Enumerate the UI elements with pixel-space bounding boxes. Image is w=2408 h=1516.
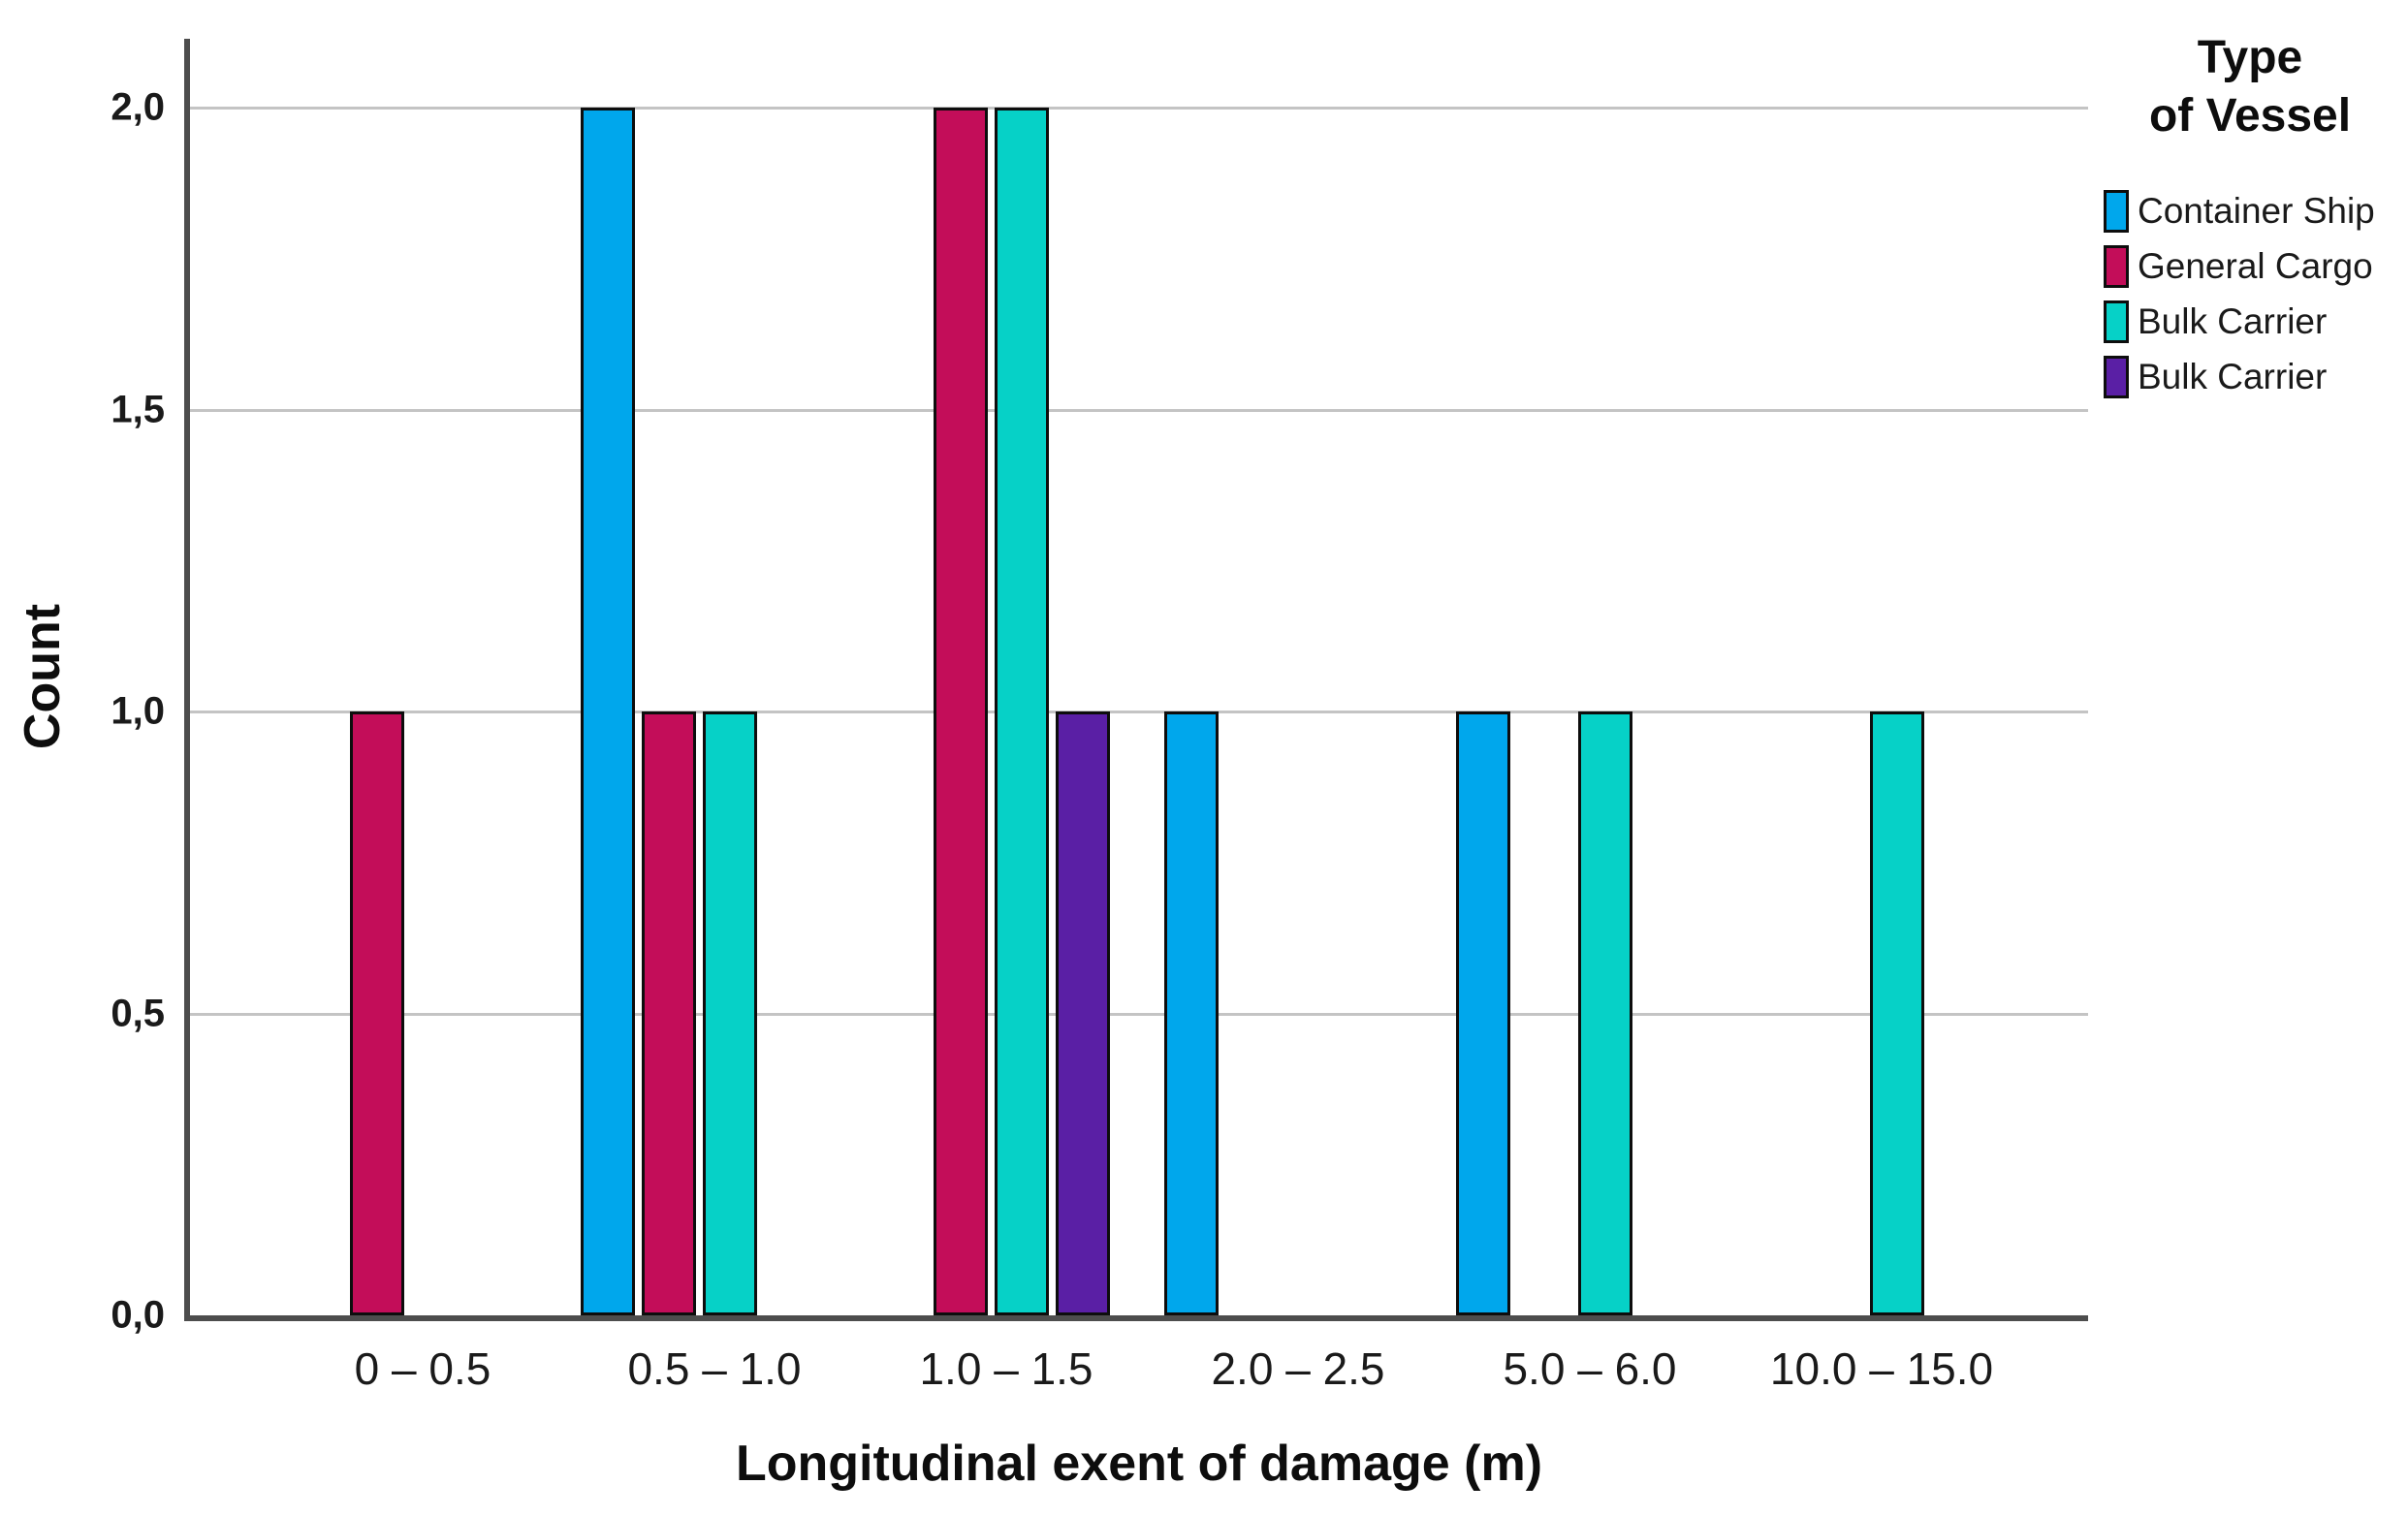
legend-title-line2: of Vessel — [2148, 90, 2352, 142]
gridline — [190, 408, 2088, 412]
legend-label: General Cargo — [2138, 246, 2373, 286]
y-axis-title: Count — [15, 603, 71, 750]
x-tick-label: 5.0 – 6.0 — [1503, 1343, 1677, 1394]
legend-swatch — [2104, 300, 2129, 343]
bar-bulk-carrier-1 — [702, 711, 757, 1315]
legend-label: Bulk Carrier — [2138, 301, 2328, 341]
bar-container-ship-1 — [580, 108, 635, 1315]
x-axis-line — [184, 1315, 2088, 1321]
x-axis-title: Longitudinal exent of damage (m) — [735, 1436, 1543, 1492]
x-tick-label: 10.0 – 15.0 — [1769, 1343, 1994, 1394]
legend-title: Type of Vessel — [2092, 29, 2408, 145]
bar-container-ship-3 — [1163, 711, 1219, 1315]
legend-entries: Container Ship General Cargo Bulk Carrier B… — [2104, 190, 2375, 411]
bar-general-cargo-2 — [933, 108, 988, 1315]
bar-bulk-carrier-4 — [1577, 711, 1632, 1315]
y-tick-label: 1,0 — [111, 689, 165, 733]
legend-entry: General Cargo — [2104, 245, 2375, 288]
bar-general-cargo-0 — [349, 711, 404, 1315]
y-tick-label: 2,0 — [111, 85, 165, 129]
bar-container-ship-4 — [1455, 711, 1510, 1315]
legend-entry: Container Ship — [2104, 190, 2375, 233]
y-tick-label: 0,5 — [111, 992, 165, 1034]
bar-general-cargo-1 — [641, 711, 696, 1315]
legend-swatch — [2104, 356, 2129, 398]
bar-bulk-carrier-5 — [1869, 711, 1924, 1315]
legend-title-line1: Type — [2197, 32, 2303, 83]
legend-label: Container Ship — [2138, 191, 2375, 231]
legend-swatch — [2104, 190, 2129, 233]
legend-entry: Bulk Carrier — [2104, 356, 2375, 398]
y-tick-label: 0,0 — [111, 1293, 165, 1337]
y-axis-line — [184, 39, 190, 1321]
gridline — [190, 107, 2088, 110]
gridline — [190, 1012, 2088, 1016]
x-tick-label: 0 – 0.5 — [354, 1343, 491, 1394]
x-tick-label: 2.0 – 2.5 — [1211, 1343, 1385, 1394]
legend-label: Bulk Carrier — [2138, 357, 2328, 396]
bar-bulk-carrier-2 — [994, 108, 1049, 1315]
x-tick-label: 0.5 – 1.0 — [627, 1343, 802, 1394]
legend-swatch — [2104, 245, 2129, 288]
gridline — [190, 711, 2088, 713]
legend-entry: Bulk Carrier — [2104, 300, 2375, 343]
bar-bulk-carrier-2 — [1055, 711, 1110, 1315]
y-tick-label: 1,5 — [111, 388, 165, 430]
x-tick-label: 1.0 – 1.5 — [919, 1343, 1093, 1394]
